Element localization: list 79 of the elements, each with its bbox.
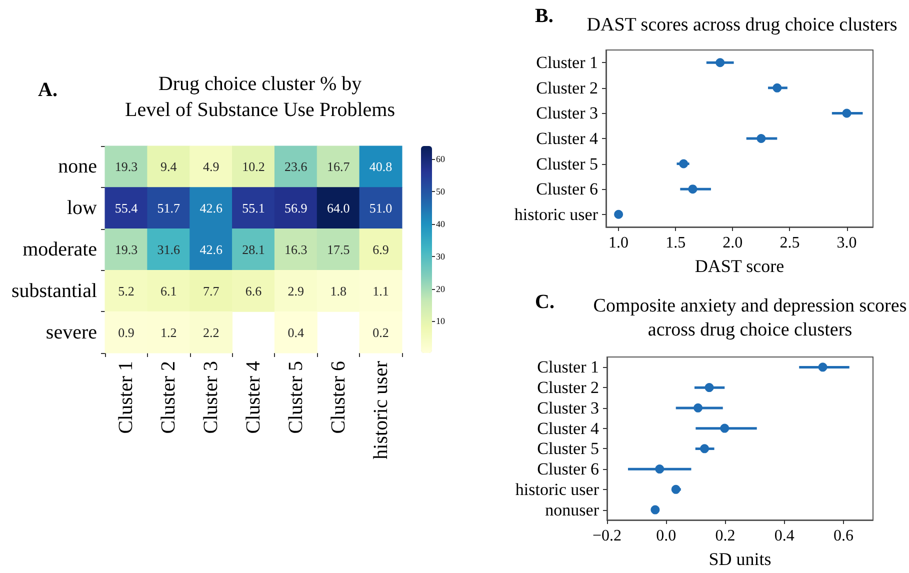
data-label: 0.2 — [372, 324, 389, 340]
data-label: 10.2 — [242, 159, 265, 174]
data-label: 19.3 — [114, 242, 138, 257]
data-label: 19.3 — [114, 159, 138, 174]
x-axis-title: DAST score — [694, 256, 784, 276]
text: B. — [535, 5, 554, 27]
data-label: 55.4 — [114, 200, 138, 216]
y-tick-label: historic user — [514, 204, 598, 224]
data-label: 1.2 — [160, 324, 177, 340]
x-tick-label: 1.0 — [608, 234, 629, 252]
chart-title: Composite anxiety and depression scores across drug choice clusters — [593, 296, 907, 340]
y-tick-label: Cluster 5 — [537, 439, 599, 458]
x-tick-label: 0.2 — [715, 528, 736, 544]
x-tick-label: Cluster 6 — [327, 361, 350, 434]
x-tick-label: 2.0 — [722, 234, 743, 252]
data-label: 16.3 — [284, 242, 308, 257]
y-tick-label: low — [67, 197, 98, 220]
x-tick-label: −0.2 — [592, 528, 622, 544]
x-tick-label: 0.4 — [774, 528, 794, 544]
y-tick-label: Cluster 2 — [536, 78, 598, 98]
data-label: 23.6 — [284, 159, 308, 174]
y-tick-label: Cluster 3 — [536, 104, 598, 123]
color-bar-label: 60 — [436, 154, 446, 164]
data-label: 51.7 — [157, 200, 181, 216]
data-label: 6.6 — [245, 283, 262, 298]
chart-title: Drug choice cluster % by Level of Substance Use Problems — [125, 73, 396, 121]
x-tick-label: 3.0 — [836, 234, 857, 252]
data-label: 31.6 — [157, 242, 181, 257]
color-bar-label: 30 — [436, 251, 446, 262]
y-tick-label: severe — [46, 321, 98, 344]
data-label: 56.9 — [284, 200, 308, 216]
y-tick-label: historic user — [515, 480, 600, 499]
data-label: 2.9 — [288, 283, 304, 298]
data-label: 0.4 — [288, 324, 305, 340]
x-tick-label: 0.6 — [833, 528, 854, 544]
data-label: 16.7 — [326, 159, 350, 174]
data-label: 5.2 — [118, 283, 134, 298]
color-bar-label: 20 — [436, 284, 446, 294]
y-tick-label: Cluster 1 — [536, 53, 598, 72]
y-tick-label: Cluster 6 — [537, 460, 599, 479]
data-label: 6.1 — [160, 283, 177, 298]
color-bar-label: 40 — [436, 218, 446, 229]
data-label: 55.1 — [242, 200, 265, 216]
data-label: 2.2 — [202, 324, 220, 340]
text: A. — [38, 79, 58, 101]
x-axis-title: SD units — [708, 549, 772, 569]
x-tick-label: 1.5 — [666, 234, 686, 252]
y-tick-label: none — [58, 156, 98, 178]
data-label: 42.6 — [200, 242, 223, 257]
data-label: 17.5 — [326, 242, 350, 257]
data-label: 51.0 — [369, 200, 392, 216]
chart-title: DAST scores across drug choice clusters — [586, 14, 898, 36]
y-tick-label: substantial — [11, 280, 98, 302]
data-label: 1.1 — [372, 283, 389, 298]
data-label: 9.4 — [160, 159, 178, 174]
x-tick-label: historic user — [370, 360, 392, 460]
color-bar-label: 50 — [436, 186, 446, 196]
y-tick-label: Cluster 5 — [536, 154, 598, 174]
data-label: 42.6 — [200, 200, 223, 216]
color-bar-label: 10 — [436, 316, 446, 326]
x-tick-label: Cluster 4 — [242, 361, 264, 434]
data-label: 64.0 — [326, 200, 350, 216]
text: C. — [535, 291, 554, 313]
y-tick-label: nonuser — [545, 500, 600, 520]
data-label: 1.8 — [330, 283, 346, 298]
data-label: 28.1 — [242, 242, 265, 257]
data-label: 0.9 — [118, 324, 134, 340]
data-label: 7.7 — [202, 283, 220, 298]
x-tick-label: 2.5 — [780, 234, 800, 252]
x-tick-label: Cluster 2 — [158, 361, 180, 434]
x-tick-label: Cluster 3 — [200, 361, 222, 434]
y-tick-label: moderate — [22, 238, 98, 260]
data-label: 40.8 — [369, 159, 392, 174]
data-label: 6.9 — [372, 242, 389, 257]
data-label: 4.9 — [202, 159, 220, 174]
x-tick-label: Cluster 5 — [284, 361, 307, 434]
y-tick-label: Cluster 6 — [536, 180, 598, 199]
y-tick-label: Cluster 4 — [536, 129, 598, 148]
x-tick-label: 0.0 — [656, 528, 676, 544]
